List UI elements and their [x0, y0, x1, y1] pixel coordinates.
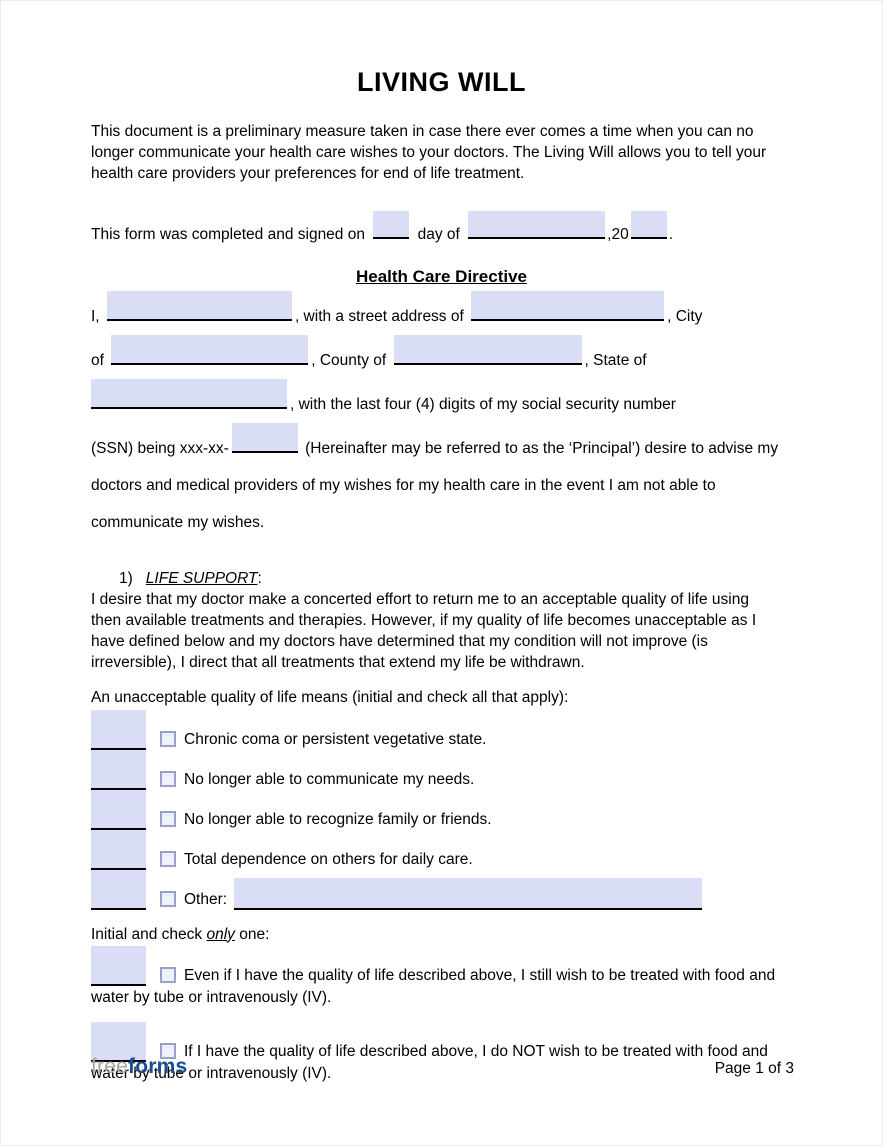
checkbox[interactable] — [160, 890, 176, 907]
street-address-field[interactable] — [471, 291, 665, 321]
directive-line-3: , with the last four (4) digits of my so… — [91, 379, 792, 423]
directive-line-1: I, , with a street address of , City — [91, 291, 792, 335]
ssn-digits-text: , with the last four (4) digits of my so… — [290, 396, 676, 413]
checkbox[interactable] — [160, 770, 176, 787]
option-label-line2: water by tube or intravenously (IV). — [91, 1064, 332, 1082]
option-label: Total dependence on others for daily car… — [184, 850, 473, 868]
life-support-line: irreversible), I direct that all treatme… — [91, 654, 585, 671]
city-label: , City — [667, 308, 703, 325]
checkbox[interactable] — [160, 850, 176, 867]
city-of-prefix: of — [91, 352, 104, 369]
option-label: Other: — [184, 890, 228, 908]
principal-name-prefix: I, — [91, 308, 100, 325]
page-number: Page 1 of 3 — [714, 1060, 794, 1077]
signed-period: . — [668, 226, 674, 243]
option-label: No longer able to communicate my needs. — [184, 770, 475, 788]
logo-forms-text: forms — [128, 1055, 188, 1078]
ssn-last4-field[interactable] — [231, 423, 298, 453]
option-row-recognize-family: No longer able to recognize family or fr… — [91, 789, 792, 830]
directive-line-6: communicate my wishes. — [91, 504, 792, 541]
only-prompt-a: Initial and check — [91, 925, 203, 943]
option-row-communicate-needs: No longer able to communicate my needs. — [91, 749, 792, 790]
directive-line-5: doctors and medical providers of my wish… — [91, 467, 792, 504]
checkbox[interactable] — [160, 1042, 176, 1059]
life-support-paragraph: I desire that my doctor make a concerted… — [91, 589, 792, 673]
option-label-line1: Even if I have the quality of life descr… — [184, 966, 776, 984]
state-label: , State of — [584, 352, 647, 369]
option-row: Even if I have the quality of life descr… — [91, 945, 792, 986]
directive-line-4: (SSN) being xxx-xx- (Hereinafter may be … — [91, 423, 792, 467]
intro-line: longer communicate your health care wish… — [91, 144, 767, 161]
option-row-chronic-coma: Chronic coma or persistent vegetative st… — [91, 709, 792, 750]
only-one-prompt: Initial and check only one: — [91, 926, 792, 944]
logo-free-text: free — [91, 1055, 128, 1078]
freeforms-logo: freeforms — [91, 1055, 187, 1079]
principal-name-field[interactable] — [106, 291, 292, 321]
directive-text: communicate my wishes. — [91, 514, 265, 531]
life-support-title: LIFE SUPPORT — [145, 570, 258, 587]
directive-text: doctors and medical providers of my wish… — [91, 477, 716, 494]
option-label: Chronic coma or persistent vegetative st… — [184, 730, 487, 748]
page-title: LIVING WILL — [357, 67, 526, 97]
signed-date-line: This form was completed and signed on da… — [91, 211, 792, 244]
life-support-heading: 1) LIFE SUPPORT: — [91, 570, 792, 588]
county-label: , County of — [311, 352, 387, 369]
apply-prompt: An unacceptable quality of life means (i… — [91, 688, 569, 706]
quality-of-life-options: Chronic coma or persistent vegetative st… — [91, 709, 792, 910]
initials-field[interactable] — [91, 789, 146, 830]
checkbox[interactable] — [160, 966, 176, 983]
checkbox[interactable] — [160, 810, 176, 827]
only-prompt-b: one: — [239, 925, 270, 943]
principal-clause: (Hereinafter may be referred to as the ‘… — [305, 440, 779, 457]
option-label: No longer able to recognize family or fr… — [184, 810, 492, 828]
directive-line-2: of , County of , State of — [91, 335, 792, 379]
section-number: 1) — [119, 570, 133, 587]
intro-paragraph: This document is a preliminary measure t… — [91, 121, 792, 184]
directive-paragraph: I, , with a street address of , City of … — [91, 291, 792, 541]
option-label-line2: water by tube or intravenously (IV). — [91, 988, 332, 1006]
option-row: If I have the quality of life described … — [91, 1021, 792, 1062]
life-support-line: I desire that my doctor make a concerted… — [91, 591, 749, 608]
life-support-line: then available treatments and therapies.… — [91, 612, 757, 629]
ssn-prefix: (SSN) being xxx-xx- — [91, 440, 229, 457]
signed-day-of: day of — [417, 226, 460, 243]
initials-field[interactable] — [91, 1021, 146, 1062]
life-support-colon: : — [257, 570, 262, 587]
exclusive-option-feeding-no: If I have the quality of life described … — [91, 1021, 792, 1084]
checkbox[interactable] — [160, 730, 176, 747]
city-field[interactable] — [111, 335, 309, 365]
exclusive-option-feeding-yes: Even if I have the quality of life descr… — [91, 945, 792, 1008]
only-word: only — [206, 925, 235, 943]
option-label-line1: If I have the quality of life described … — [184, 1042, 768, 1060]
signed-prefix: This form was completed and signed on — [91, 226, 365, 243]
intro-line: health care providers your preferences f… — [91, 165, 525, 182]
other-description-field[interactable] — [234, 877, 703, 910]
initials-field[interactable] — [91, 869, 146, 910]
initials-field[interactable] — [91, 709, 146, 750]
signed-comma-20: ,20 — [607, 226, 629, 243]
page-footer: freeforms Page 1 of 3 — [91, 1055, 794, 1079]
option-row-other: Other: — [91, 869, 792, 910]
initials-field[interactable] — [91, 749, 146, 790]
health-care-directive-heading: Health Care Directive — [355, 267, 528, 286]
county-field[interactable] — [393, 335, 582, 365]
month-field[interactable] — [468, 211, 606, 239]
day-field[interactable] — [373, 211, 410, 239]
year-field[interactable] — [630, 211, 667, 239]
intro-line: This document is a preliminary measure t… — [91, 123, 754, 140]
initials-field[interactable] — [91, 945, 146, 986]
initials-field[interactable] — [91, 829, 146, 870]
state-field[interactable] — [91, 379, 287, 409]
street-address-label: , with a street address of — [294, 308, 464, 325]
life-support-line: have defined below and my doctors have d… — [91, 633, 708, 650]
option-row-total-dependence: Total dependence on others for daily car… — [91, 829, 792, 870]
